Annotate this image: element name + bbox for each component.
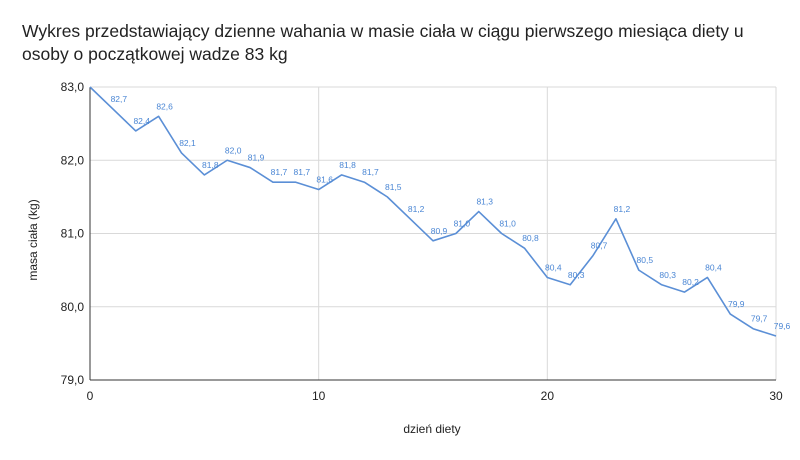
data-label: 81,7	[271, 167, 288, 177]
chart-title: Wykres przedstawiający dzienne wahania w…	[22, 21, 744, 64]
data-label: 79,9	[728, 299, 745, 309]
y-tick-label: 80,0	[61, 300, 85, 314]
data-label: 82,4	[133, 116, 150, 126]
data-label: 79,6	[774, 321, 791, 331]
x-tick-label: 10	[312, 389, 326, 403]
x-tick-label: 30	[769, 389, 783, 403]
data-label: 80,4	[545, 262, 562, 272]
data-label: 81,0	[454, 219, 471, 229]
data-label: 80,9	[431, 226, 448, 236]
data-label: 82,0	[225, 145, 242, 155]
y-tick-label: 79,0	[61, 373, 85, 387]
data-label: 82,1	[179, 138, 196, 148]
axis-layer: 79,0 80,0 81,0 82,0 83,0 0 10 20 30	[61, 80, 783, 403]
series-layer	[89, 86, 777, 337]
data-label: 81,2	[408, 204, 425, 214]
data-label: 81,8	[202, 160, 219, 170]
data-label: 81,5	[385, 182, 402, 192]
data-label: 81,6	[316, 175, 333, 185]
y-tick-label: 81,0	[61, 227, 85, 241]
y-tick-label: 82,0	[61, 153, 85, 167]
data-label: 82,7	[111, 94, 128, 104]
data-label: 80,2	[682, 277, 699, 287]
data-label: 81,8	[339, 160, 356, 170]
y-tick-label: 83,0	[61, 80, 85, 94]
data-label: 80,7	[591, 240, 608, 250]
data-label: 81,0	[499, 219, 516, 229]
data-label: 81,7	[294, 167, 311, 177]
label-layer: 82,7 82,4 82,6 82,1 81,8 82,0 81,9 81,7 81,7 81,6…	[111, 94, 791, 331]
data-label: 80,3	[568, 270, 585, 280]
data-label: 81,9	[248, 153, 265, 163]
data-label: 81,3	[476, 197, 493, 207]
data-label: 80,4	[705, 262, 722, 272]
data-label: 81,7	[362, 167, 379, 177]
data-label: 80,8	[522, 233, 539, 243]
data-label: 80,5	[637, 255, 654, 265]
x-tick-label: 0	[87, 389, 94, 403]
data-label: 79,7	[751, 314, 768, 324]
x-tick-label: 20	[541, 389, 555, 403]
grid-layer	[90, 86, 777, 380]
data-label: 82,6	[156, 101, 173, 111]
series-line	[89, 86, 777, 337]
data-label: 80,3	[659, 270, 676, 280]
data-label: 81,2	[614, 204, 631, 214]
x-axis-label: dzień diety	[403, 422, 460, 436]
y-axis-label: masa ciała (kg)	[26, 199, 40, 280]
